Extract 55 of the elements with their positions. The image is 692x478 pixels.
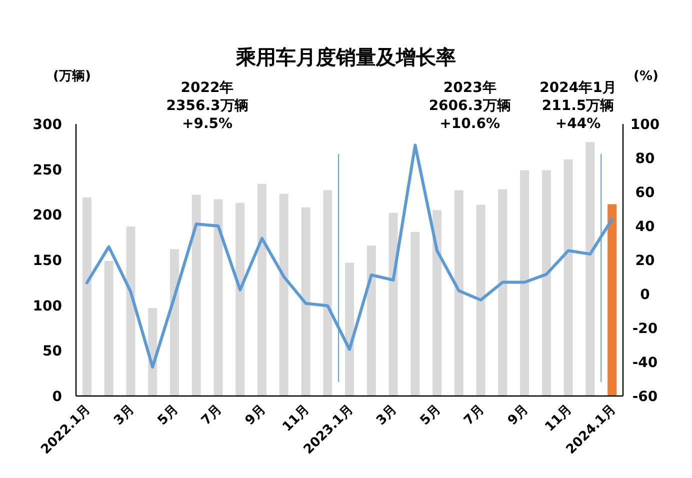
y2-tick-label: -40	[632, 355, 658, 371]
y-tick-label: 200	[32, 208, 62, 224]
bar	[586, 142, 595, 396]
y2-axis-title: (%)	[634, 69, 658, 84]
y-axis-title: (万辆)	[53, 69, 91, 84]
bar	[498, 189, 508, 396]
y2-tick-label: -60	[632, 389, 658, 405]
bar	[192, 194, 201, 396]
bar	[388, 212, 398, 396]
y-tick-label: 0	[52, 389, 62, 405]
y-tick-label: 250	[32, 162, 62, 178]
y2-tick-label: 60	[635, 185, 655, 201]
annotation: 2023年 2606.3万辆 +10.6%	[428, 80, 511, 132]
y2-tick-label: 100	[630, 117, 660, 133]
bar	[432, 210, 442, 396]
bar	[301, 207, 310, 396]
y2-tick-label: 0	[640, 287, 650, 303]
bar	[410, 232, 420, 396]
bar	[170, 249, 179, 396]
x-tick-label: 9月	[505, 402, 532, 428]
y-tick-label: 150	[32, 253, 62, 269]
bar	[366, 245, 376, 396]
x-tick-label: 7月	[461, 402, 488, 428]
y2-tick-label: -20	[632, 321, 658, 337]
bar	[279, 194, 288, 396]
bar	[454, 190, 464, 396]
x-tick-label: 5月	[418, 402, 444, 428]
y-tick-label: 50	[42, 344, 62, 360]
bar	[323, 190, 332, 396]
x-tick-label: 5月	[155, 402, 182, 428]
bar	[345, 262, 354, 396]
x-tick-label: 3月	[374, 402, 400, 428]
bar	[104, 260, 114, 396]
bar	[520, 170, 530, 396]
x-tick-label: 3月	[111, 402, 138, 428]
y2-tick-label: 20	[635, 253, 655, 269]
x-tick-label: 9月	[242, 402, 269, 428]
bar	[214, 199, 223, 396]
y2-tick-label: 80	[635, 151, 655, 167]
bar	[608, 204, 617, 396]
y2-tick-label: 40	[635, 219, 655, 235]
x-tick-label: 7月	[198, 402, 226, 428]
bar	[236, 202, 245, 396]
bar	[542, 170, 551, 396]
chart-title: 乘用车月度销量及增长率	[235, 45, 456, 69]
y-tick-label: 300	[32, 117, 62, 133]
y-tick-label: 100	[32, 298, 62, 314]
bar	[476, 204, 486, 396]
bar	[126, 226, 136, 396]
annotation: 2024年1月 211.5万辆 +44%	[540, 80, 616, 132]
bar	[257, 184, 266, 396]
line-series	[85, 144, 614, 369]
bar	[564, 159, 573, 396]
annotation: 2022年 2356.3万辆 +9.5%	[166, 80, 248, 132]
bar	[82, 197, 92, 396]
